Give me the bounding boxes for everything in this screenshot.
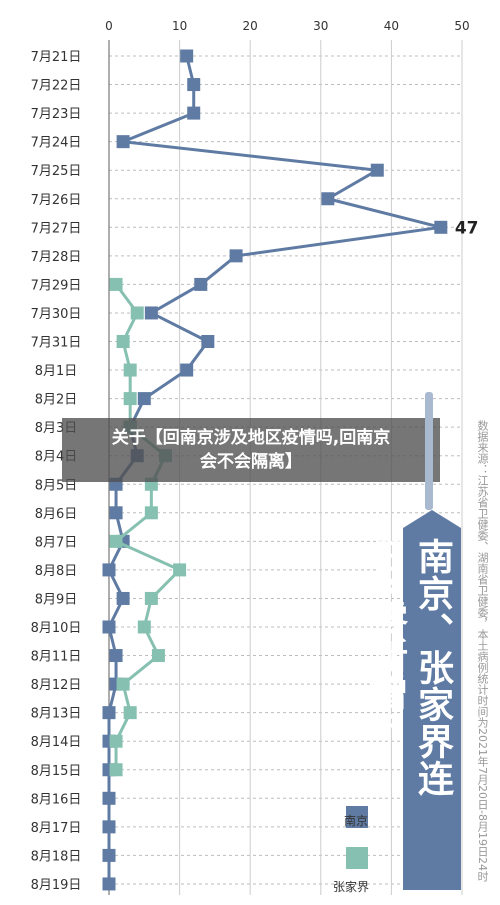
- panel-cap: [403, 510, 461, 528]
- category-label: 8月7日: [35, 535, 78, 550]
- overlay-line-1: 关于【回南京涉及地区疫情吗,回南京: [111, 428, 391, 448]
- category-label: 7月27日: [31, 221, 82, 236]
- data-point-zhangjiajie: [123, 706, 137, 720]
- data-point-nanjing: [180, 363, 194, 377]
- category-label: 8月15日: [31, 764, 82, 779]
- data-point-nanjing: [229, 249, 243, 263]
- data-point-zhangjiajie: [109, 534, 123, 548]
- category-label: 8月14日: [31, 735, 82, 750]
- data-point-zhangjiajie: [116, 677, 130, 691]
- side-title: 南京、张家界连日“零新增”: [366, 538, 453, 797]
- legend-label-nanjing: 南京: [344, 814, 369, 828]
- category-label: 8月19日: [31, 878, 82, 893]
- data-point-zhangjiajie: [144, 506, 158, 520]
- category-label: 8月5日: [35, 478, 78, 493]
- category-label: 7月24日: [31, 136, 82, 151]
- data-point-nanjing: [434, 220, 448, 234]
- data-point-nanjing: [102, 563, 116, 577]
- peak-annotation: 47: [455, 218, 479, 238]
- category-label: 8月16日: [31, 792, 82, 807]
- legend-swatch-zhangjiajie: [346, 847, 368, 869]
- category-label: 8月2日: [35, 393, 78, 408]
- overlay-banner: 关于【回南京涉及地区疫情吗,回南京 会不会隔离】: [62, 418, 440, 482]
- x-tick-label: 30: [313, 19, 328, 33]
- category-label: 7月30日: [31, 307, 82, 322]
- data-point-nanjing: [144, 306, 158, 320]
- data-point-nanjing: [102, 791, 116, 805]
- data-point-nanjing: [180, 49, 194, 63]
- data-point-nanjing: [109, 649, 123, 663]
- data-point-zhangjiajie: [151, 649, 165, 663]
- x-tick-label: 40: [384, 19, 399, 33]
- category-label: 8月8日: [35, 564, 78, 579]
- data-point-nanjing: [321, 192, 335, 206]
- data-point-zhangjiajie: [123, 363, 137, 377]
- data-point-nanjing: [187, 106, 201, 120]
- data-point-zhangjiajie: [130, 306, 144, 320]
- data-point-nanjing: [102, 877, 116, 891]
- category-label: 7月23日: [31, 107, 82, 122]
- data-point-zhangjiajie: [173, 563, 187, 577]
- category-label: 7月31日: [31, 336, 82, 351]
- panel-pole: [425, 392, 433, 510]
- data-point-nanjing: [187, 78, 201, 92]
- legend-label-zhangjiajie: 张家界: [333, 880, 370, 894]
- category-label: 8月17日: [31, 821, 82, 836]
- x-tick-label: 10: [172, 19, 187, 33]
- category-label: 7月21日: [31, 50, 82, 65]
- data-point-nanjing: [201, 335, 215, 348]
- side-title-panel: 南京、张家界连日“零新增”: [366, 392, 461, 890]
- data-point-nanjing: [116, 135, 130, 149]
- data-point-nanjing: [370, 163, 384, 177]
- data-point-zhangjiajie: [109, 734, 123, 748]
- source-note: 数据来源：江苏省卫健委、湖南省卫健委，本土病例统计时间为2021年7月20日-8…: [476, 420, 489, 882]
- data-point-zhangjiajie: [123, 392, 137, 406]
- category-label: 8月11日: [31, 650, 82, 665]
- category-label: 8月1日: [35, 364, 78, 379]
- data-point-nanjing: [102, 620, 116, 634]
- category-label: 8月13日: [31, 707, 82, 722]
- series-line-zhangjiajie: [114, 283, 182, 770]
- data-point-zhangjiajie: [137, 620, 151, 634]
- category-label: 7月25日: [31, 164, 82, 179]
- x-tick-label: 0: [105, 19, 113, 33]
- data-point-nanjing: [102, 848, 116, 862]
- data-point-zhangjiajie: [109, 763, 123, 777]
- category-label: 7月26日: [31, 193, 82, 208]
- category-label: 7月22日: [31, 79, 82, 94]
- data-point-nanjing: [109, 506, 123, 520]
- data-point-zhangjiajie: [116, 335, 130, 348]
- data-point-nanjing: [137, 392, 151, 406]
- overlay-line-2: 会不会隔离】: [200, 452, 302, 472]
- data-point-nanjing: [102, 706, 116, 720]
- x-tick-label: 50: [454, 19, 469, 33]
- data-point-nanjing: [194, 277, 208, 291]
- category-label: 7月29日: [31, 278, 82, 293]
- category-label: 8月18日: [31, 849, 82, 864]
- data-point-zhangjiajie: [144, 591, 158, 605]
- data-point-nanjing: [102, 820, 116, 834]
- category-label: 8月9日: [35, 592, 78, 607]
- data-point-nanjing: [116, 591, 130, 605]
- x-tick-label: 20: [243, 19, 258, 33]
- legend-swatch-nanjing: [346, 806, 368, 828]
- category-label: 8月12日: [31, 678, 82, 693]
- data-point-zhangjiajie: [109, 277, 123, 291]
- category-label: 8月6日: [35, 507, 78, 522]
- category-label: 7月28日: [31, 250, 82, 265]
- category-label: 8月10日: [31, 621, 82, 636]
